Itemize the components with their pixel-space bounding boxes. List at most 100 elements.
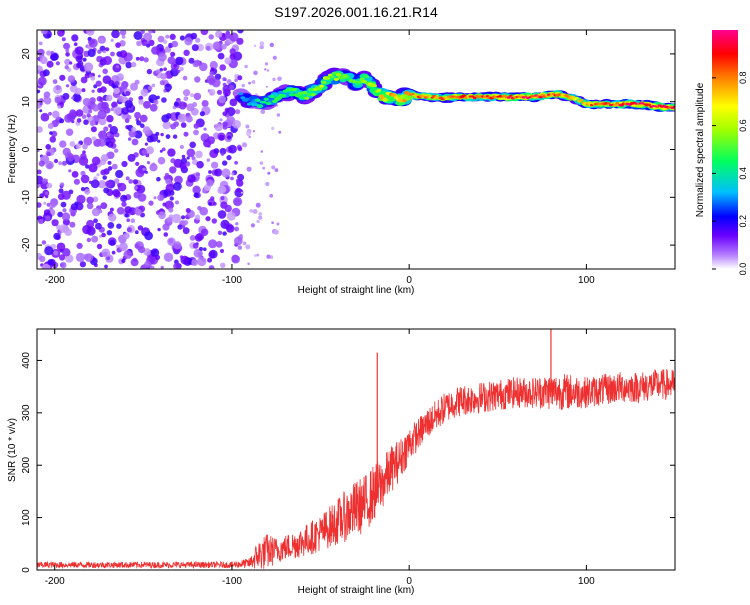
ridge-cell — [606, 102, 611, 105]
noise-blob — [218, 95, 226, 104]
noise-blob — [84, 253, 94, 262]
noise-blob — [271, 165, 276, 170]
ridge-cell — [551, 92, 556, 95]
noise-blob — [195, 37, 201, 43]
noise-blob — [173, 158, 183, 168]
noise-blob — [38, 41, 43, 46]
noise-blob — [151, 83, 156, 88]
noise-blob — [131, 138, 139, 146]
noise-blob — [87, 48, 96, 58]
noise-blob — [214, 123, 223, 132]
noise-blob — [125, 125, 130, 130]
noise-blob — [126, 218, 130, 222]
noise-blob — [101, 248, 111, 258]
noise-blob — [114, 178, 120, 184]
noise-blob — [138, 95, 144, 101]
noise-blob — [59, 254, 66, 261]
noise-blob — [137, 225, 144, 231]
noise-blob — [96, 243, 103, 250]
noise-blob — [206, 179, 214, 187]
snr-x-tick-label: 100 — [578, 576, 595, 587]
noise-blob — [164, 46, 172, 53]
noise-blob — [159, 208, 164, 212]
noise-blob — [231, 172, 235, 176]
colorbar-gradient — [712, 30, 738, 269]
noise-blob — [157, 227, 161, 232]
noise-blob — [123, 250, 133, 259]
noise-blob — [214, 44, 220, 50]
noise-blob — [180, 122, 187, 128]
ridge-cell — [310, 93, 316, 97]
noise-blob — [52, 79, 58, 84]
noise-blob — [47, 123, 54, 129]
noise-blob — [102, 50, 106, 54]
noise-blob — [44, 191, 49, 196]
noise-blob — [274, 168, 279, 173]
noise-blob — [43, 201, 47, 205]
noise-blob — [148, 85, 153, 91]
noise-blob — [185, 115, 193, 123]
noise-blob — [53, 232, 61, 240]
noise-blob — [55, 85, 61, 91]
noise-blob — [264, 68, 267, 71]
noise-blob — [43, 91, 51, 98]
noise-blob — [222, 111, 227, 116]
ridge-cell — [393, 96, 399, 99]
noise-blob — [165, 178, 172, 185]
noise-blob — [106, 141, 114, 148]
noise-blob — [210, 67, 215, 72]
noise-blob — [259, 41, 265, 46]
noise-blob — [234, 236, 243, 246]
noise-blob — [100, 169, 107, 176]
noise-blob — [194, 59, 201, 66]
noise-blob — [60, 261, 67, 269]
noise-blob — [80, 153, 87, 160]
noise-blob — [57, 105, 61, 109]
noise-blob — [214, 168, 223, 177]
noise-blob — [149, 163, 158, 172]
ridge-cell — [574, 97, 579, 100]
noise-blob — [186, 148, 196, 158]
spectrogram-x-axis: -200 -100 0 100 — [45, 30, 595, 286]
noise-blob — [209, 61, 218, 70]
noise-blob — [110, 51, 115, 57]
noise-blob — [113, 87, 120, 95]
noise-blob — [125, 91, 131, 96]
ridge-cell — [672, 105, 675, 109]
noise-blob — [191, 44, 199, 52]
noise-blob — [219, 118, 223, 122]
noise-blob — [153, 196, 157, 200]
noise-blob — [253, 70, 258, 76]
noise-blob — [123, 232, 130, 239]
noise-blob — [146, 68, 153, 75]
ridge-cell — [291, 87, 297, 92]
noise-blob — [173, 182, 182, 191]
snr-x-axis: -200 -100 0 100 — [45, 329, 595, 587]
noise-blob — [140, 123, 145, 128]
ridge-cell — [612, 103, 618, 107]
noise-blob — [89, 120, 96, 126]
noise-blob — [207, 257, 213, 263]
noise-blob — [144, 260, 152, 268]
noise-blob — [73, 42, 78, 46]
noise-blob — [188, 57, 195, 64]
noise-blob — [245, 124, 250, 129]
noise-blob — [224, 32, 231, 39]
noise-blob — [41, 240, 47, 245]
noise-blob — [197, 256, 207, 267]
noise-blob — [83, 136, 93, 146]
noise-blob — [134, 185, 138, 190]
ridge-cell — [245, 97, 250, 101]
noise-blob — [116, 207, 125, 215]
ridge-cell — [509, 94, 513, 97]
noise-blob — [197, 205, 202, 211]
noise-blob — [57, 211, 64, 218]
noise-blob — [272, 77, 276, 82]
colorbar-tick-label: 0.6 — [738, 119, 748, 132]
noise-blob — [167, 148, 176, 157]
noise-blob — [182, 75, 188, 81]
noise-blob — [276, 113, 281, 117]
noise-blob — [180, 255, 190, 265]
noise-blob — [193, 92, 202, 101]
noise-blob — [108, 124, 112, 128]
